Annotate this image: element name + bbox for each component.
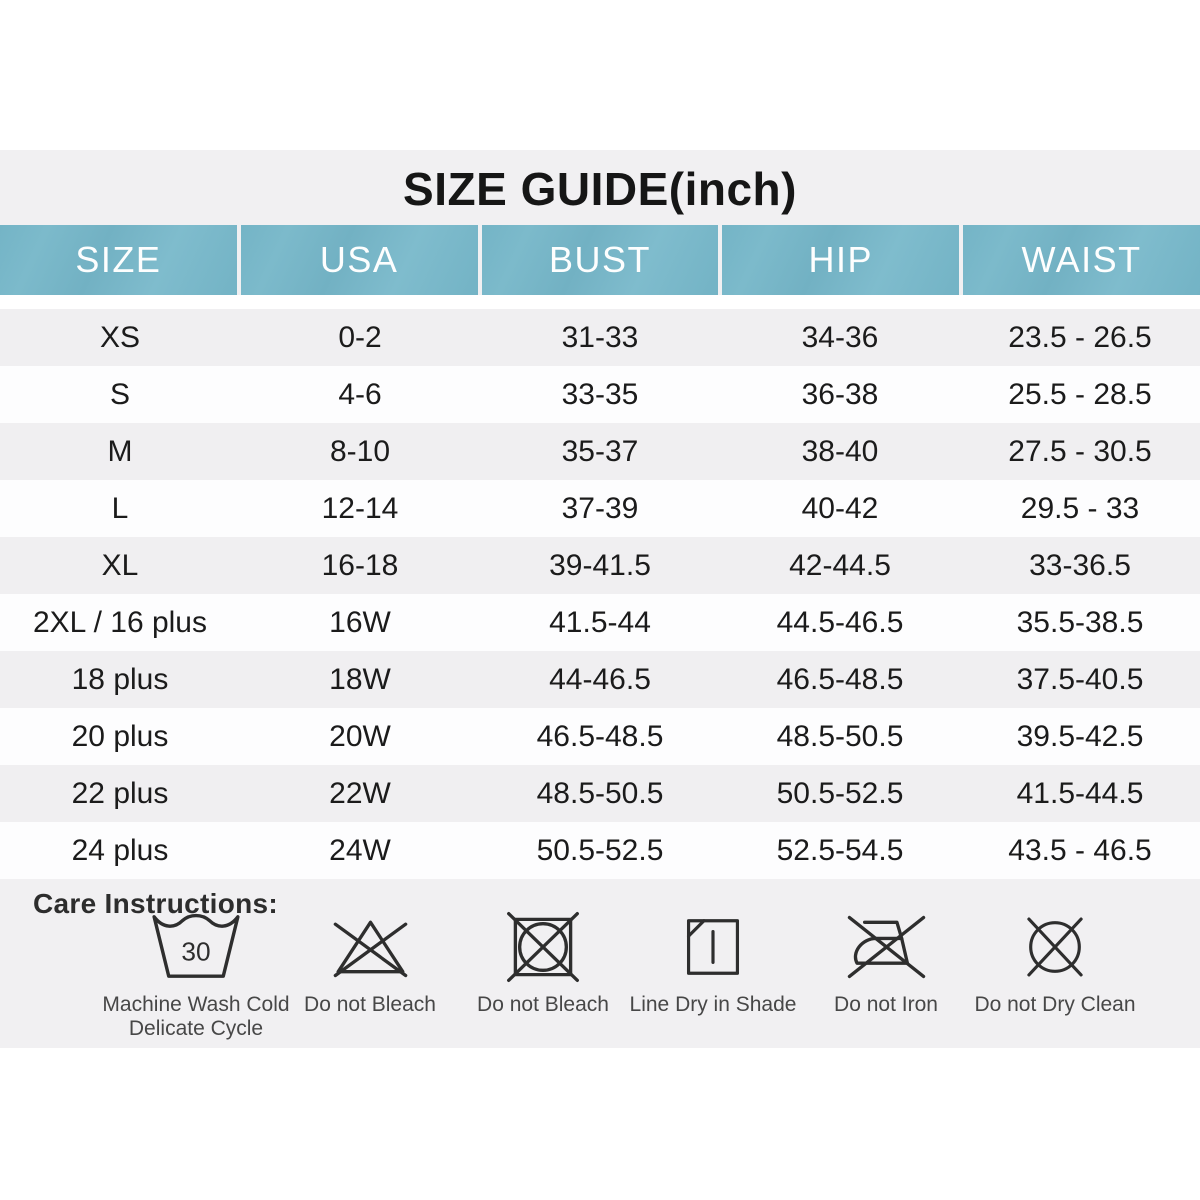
care-item-label: Do not Bleach [477,993,609,1016]
care-item-do-not-iron: Do not Iron [736,910,1036,1017]
waist-cell: 39.5-42.5 [1016,719,1144,753]
care-item-label: Do not Dry Clean [974,993,1136,1016]
bust-cell: 41.5-44 [549,605,651,639]
size-table-body: XS 0-2 31-33 34-36 23.5 - 26.5 S 4-6 33-… [0,309,1200,879]
care-item-label: Machine Wash Cold [102,993,290,1016]
usa-cell: 16-18 [321,548,399,582]
care-item-machine-wash: 30 Machine Wash Cold Delicate Cycle [46,910,346,1041]
table-row: XS 0-2 31-33 34-36 23.5 - 26.5 [0,309,1200,366]
hip-cell: 42-44.5 [789,548,891,582]
waist-cell: 43.5 - 46.5 [1008,833,1152,867]
size-cell: 24 plus [71,833,169,867]
hip-cell: 40-42 [801,491,879,525]
size-cell: XS [99,320,141,354]
table-row: L 12-14 37-39 40-42 29.5 - 33 [0,480,1200,537]
bust-cell: 50.5-52.5 [536,833,664,867]
table-row: M 8-10 35-37 38-40 27.5 - 30.5 [0,423,1200,480]
header-cell-waist: WAIST [963,225,1200,295]
waist-cell: 37.5-40.5 [1016,662,1144,696]
size-cell: 22 plus [71,776,169,810]
usa-cell: 20W [329,719,391,753]
bust-cell: 48.5-50.5 [536,776,664,810]
care-item-do-not-dry-clean: Do not Dry Clean [905,910,1200,1017]
do-not-iron-icon [847,915,925,979]
care-item-do-not-tumble-dry: Do not Bleach [393,910,693,1017]
hip-cell: 36-38 [801,377,879,411]
header-cell-hip: HIP [722,225,960,295]
usa-cell: 24W [329,833,391,867]
size-cell: XL [101,548,139,582]
care-item-label: Do not Iron [834,993,938,1016]
hip-cell: 46.5-48.5 [776,662,904,696]
size-cell: L [111,491,129,525]
usa-cell: 22W [329,776,391,810]
bust-cell: 39-41.5 [549,548,651,582]
hip-cell: 38-40 [801,434,879,468]
table-row: 18 plus 18W 44-46.5 46.5-48.5 37.5-40.5 [0,651,1200,708]
hip-cell: 48.5-50.5 [776,719,904,753]
usa-cell: 18W [329,662,391,696]
care-item-line-dry-in-shade: Line Dry in Shade [563,910,863,1017]
table-row: 24 plus 24W 50.5-52.5 52.5-54.5 43.5 - 4… [0,822,1200,879]
bust-cell: 44-46.5 [549,662,651,696]
size-cell: S [109,377,130,411]
table-row: 20 plus 20W 46.5-48.5 48.5-50.5 39.5-42.… [0,708,1200,765]
bust-cell: 31-33 [561,320,639,354]
size-cell: 18 plus [71,662,169,696]
usa-cell: 12-14 [321,491,399,525]
content-band: SIZE GUIDE(inch) SIZE USA BUST HIP WAIST… [0,150,1200,1048]
size-cell: 20 plus [71,719,169,753]
size-cell: M [107,434,133,468]
machine-wash-30-icon: 30 [152,913,240,978]
do-not-tumble-dry-icon [507,912,579,982]
waist-cell: 33-36.5 [1029,548,1131,582]
bust-cell: 46.5-48.5 [536,719,664,753]
bust-cell: 33-35 [561,377,639,411]
table-row: 2XL / 16 plus 16W 41.5-44 44.5-46.5 35.5… [0,594,1200,651]
table-row: 22 plus 22W 48.5-50.5 50.5-52.5 41.5-44.… [0,765,1200,822]
hip-cell: 44.5-46.5 [776,605,904,639]
table-row: S 4-6 33-35 36-38 25.5 - 28.5 [0,366,1200,423]
table-row: XL 16-18 39-41.5 42-44.5 33-36.5 [0,537,1200,594]
wash-temperature-label: 30 [181,937,210,967]
waist-cell: 23.5 - 26.5 [1008,320,1152,354]
care-instructions-heading: Care Instructions: [33,888,278,919]
page-title: SIZE GUIDE(inch) [403,163,797,215]
waist-cell: 29.5 - 33 [1020,491,1140,525]
care-item-label: Line Dry in Shade [629,993,797,1016]
waist-cell: 27.5 - 30.5 [1008,434,1152,468]
usa-cell: 8-10 [329,434,391,468]
do-not-dry-clean-icon [1027,917,1083,977]
header-divider [0,295,1200,309]
hip-cell: 50.5-52.5 [776,776,904,810]
waist-cell: 41.5-44.5 [1016,776,1144,810]
usa-cell: 4-6 [338,377,382,411]
waist-cell: 25.5 - 28.5 [1008,377,1152,411]
care-item-label: Do not Bleach [304,993,436,1016]
care-item-do-not-bleach: Do not Bleach [220,910,520,1017]
care-item-label-line2: Delicate Cycle [128,1017,264,1040]
do-not-bleach-icon [333,920,407,978]
table-header-row: SIZE USA BUST HIP WAIST [0,225,1200,295]
usa-cell: 0-2 [338,320,382,354]
line-dry-in-shade-icon [686,919,740,975]
waist-cell: 35.5-38.5 [1016,605,1144,639]
hip-cell: 34-36 [801,320,879,354]
size-cell: 2XL / 16 plus [32,605,207,639]
hip-cell: 52.5-54.5 [776,833,904,867]
bust-cell: 37-39 [561,491,639,525]
bust-cell: 35-37 [561,434,639,468]
header-cell-size: SIZE [0,225,237,295]
header-cell-usa: USA [240,225,478,295]
header-cell-bust: BUST [481,225,719,295]
usa-cell: 16W [329,605,391,639]
